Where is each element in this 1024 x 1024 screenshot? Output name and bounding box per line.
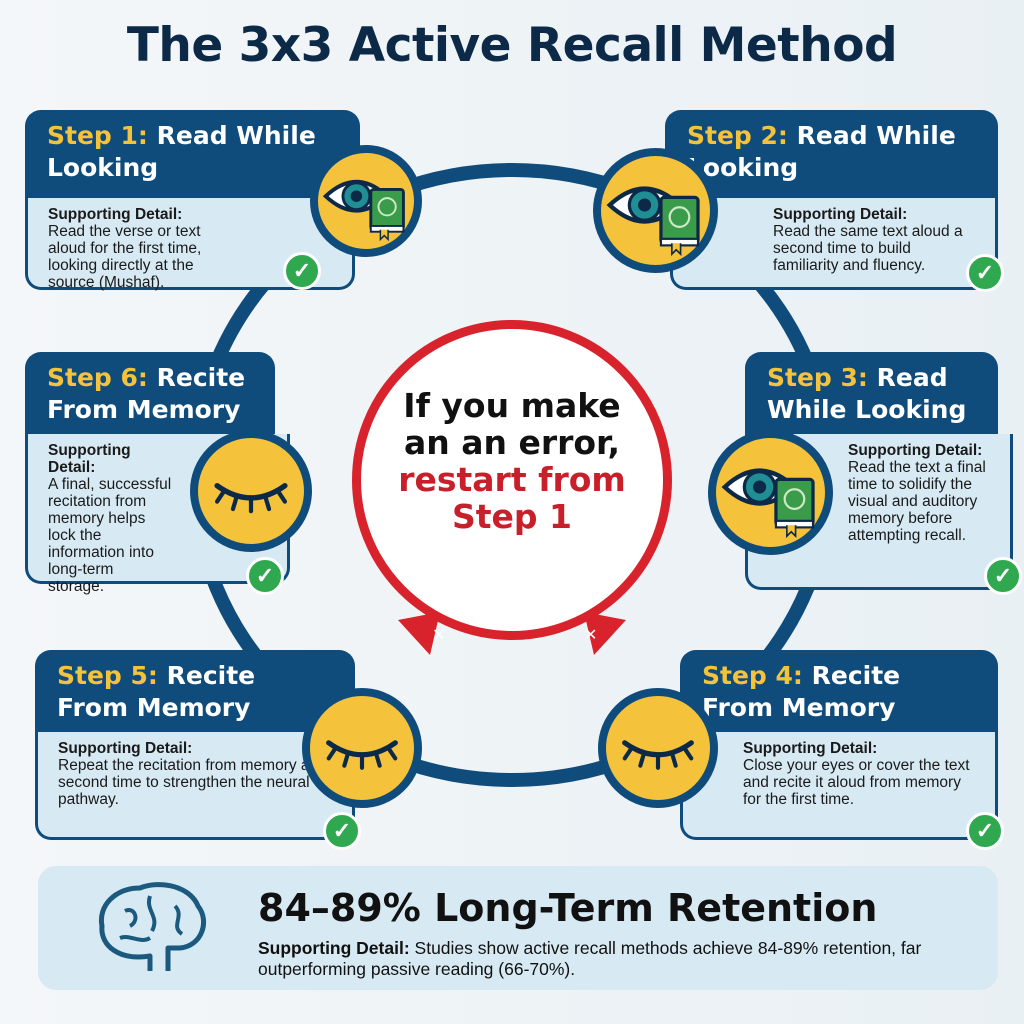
step-number: Step 5: bbox=[57, 661, 158, 690]
step-6-header: Step 6: Recite From Memory bbox=[25, 352, 275, 434]
detail-label: Supporting Detail: bbox=[773, 206, 908, 223]
closed-eye-icon bbox=[598, 688, 718, 808]
step-5-detail: Supporting Detail: Repeat the recitation… bbox=[35, 732, 355, 840]
detail-label: Supporting Detail: bbox=[848, 442, 983, 459]
step-number: Step 6: bbox=[47, 363, 148, 392]
step-3-header: Step 3: Read While Looking bbox=[745, 352, 998, 434]
detail-text: Repeat the recitation from memory a seco… bbox=[58, 757, 310, 808]
detail-label: Supporting Detail: bbox=[58, 740, 193, 757]
retention-detail-label: Supporting Detail: bbox=[258, 938, 410, 958]
page-title: The 3x3 Active Recall Method bbox=[126, 18, 898, 73]
closed-eye-icon bbox=[302, 688, 422, 808]
svg-text:✕: ✕ bbox=[432, 625, 445, 644]
step-2-detail: Supporting Detail: Read the same text al… bbox=[670, 198, 998, 290]
step-1-header: Step 1: Read While Looking bbox=[25, 110, 360, 198]
step-title: Read While Looking bbox=[47, 121, 316, 182]
step-number: Step 4: bbox=[702, 661, 803, 690]
check-icon: ✓ bbox=[246, 557, 284, 595]
detail-text: Read the verse or text aloud for the fir… bbox=[48, 223, 202, 291]
check-icon: ✓ bbox=[984, 557, 1022, 595]
step-number: Step 3: bbox=[767, 363, 868, 392]
restart-warning: If you make an an error, bbox=[403, 386, 621, 462]
step-5-header: Step 5: Recite From Memory bbox=[35, 650, 355, 732]
eye-book-icon bbox=[593, 148, 718, 273]
step-number: Step 2: bbox=[687, 121, 788, 150]
check-icon: ✓ bbox=[283, 252, 321, 290]
step-title: Read While Looking bbox=[767, 363, 967, 424]
retention-detail-text: Studies show active recall methods achie… bbox=[258, 938, 922, 979]
detail-text: Close your eyes or cover the text and re… bbox=[743, 757, 970, 808]
retention-title: 84–89% Long-Term Retention bbox=[258, 886, 878, 930]
check-icon: ✓ bbox=[966, 812, 1004, 850]
detail-text: Read the same text aloud a second time t… bbox=[773, 223, 963, 274]
step-title: Recite From Memory bbox=[57, 661, 256, 722]
svg-text:✕: ✕ bbox=[584, 625, 597, 644]
closed-eye-icon bbox=[190, 430, 312, 552]
retention-detail: Supporting Detail: Studies show active r… bbox=[258, 938, 958, 980]
detail-text: Read the text a final time to solidify t… bbox=[848, 459, 986, 544]
check-icon: ✓ bbox=[323, 812, 361, 850]
detail-label: Supporting Detail: bbox=[743, 740, 878, 757]
step-2-header: Step 2: Read While Looking bbox=[665, 110, 998, 198]
restart-instruction: restart from Step 1 bbox=[398, 460, 626, 536]
step-number: Step 1: bbox=[47, 121, 148, 150]
step-4-detail: Supporting Detail: Close your eyes or co… bbox=[680, 732, 998, 840]
step-title: Recite From Memory bbox=[702, 661, 901, 722]
eye-book-icon bbox=[310, 145, 422, 257]
eye-book-icon bbox=[708, 430, 833, 555]
retention-banner bbox=[38, 866, 998, 990]
step-4-header: Step 4: Recite From Memory bbox=[680, 650, 998, 732]
restart-arrows: ✕ ✕ bbox=[398, 612, 626, 655]
detail-label: Supporting Detail: bbox=[48, 442, 131, 476]
brain-icon bbox=[98, 882, 207, 971]
detail-text: A final, successful recitation from memo… bbox=[48, 476, 172, 595]
check-icon: ✓ bbox=[966, 254, 1004, 292]
restart-circle: If you make an an error, restart from St… bbox=[352, 320, 672, 640]
detail-label: Supporting Detail: bbox=[48, 206, 183, 223]
step-title: Read While Looking bbox=[687, 121, 956, 182]
step-title: Recite From Memory bbox=[47, 363, 246, 424]
